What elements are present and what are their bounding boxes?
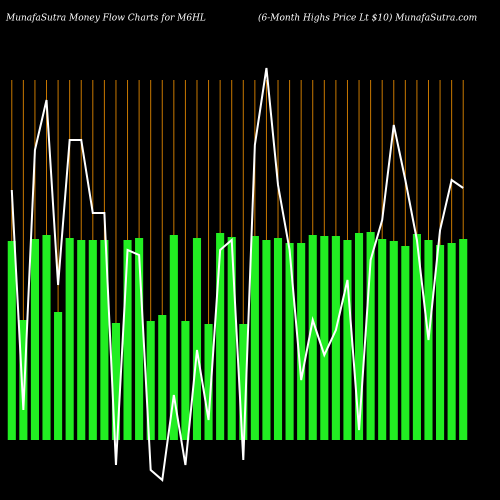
bar bbox=[216, 233, 225, 440]
bar bbox=[54, 312, 63, 440]
bar bbox=[19, 320, 28, 440]
bar bbox=[158, 315, 167, 440]
chart-subtitle: (6-Month Highs Price Lt $10) MunafaSutra… bbox=[258, 13, 477, 24]
bar bbox=[436, 245, 445, 440]
bar bbox=[169, 235, 178, 440]
bar bbox=[285, 243, 294, 440]
bar bbox=[42, 235, 51, 440]
bar bbox=[111, 323, 121, 440]
bar bbox=[239, 324, 248, 440]
bar bbox=[181, 321, 190, 440]
bar bbox=[401, 246, 410, 440]
bar bbox=[354, 233, 364, 440]
bar bbox=[100, 240, 109, 440]
bar bbox=[146, 321, 155, 440]
bar bbox=[227, 237, 236, 440]
bar bbox=[389, 241, 398, 440]
bar bbox=[135, 238, 144, 440]
bar bbox=[123, 240, 132, 440]
bar bbox=[30, 239, 39, 440]
bar bbox=[331, 236, 340, 440]
bar bbox=[459, 239, 468, 440]
bar bbox=[366, 232, 375, 440]
bar bbox=[262, 240, 271, 440]
bar bbox=[447, 243, 456, 440]
bar bbox=[88, 240, 97, 440]
bar bbox=[308, 235, 317, 440]
bar bbox=[77, 240, 86, 440]
bar bbox=[378, 239, 387, 440]
chart-title: MunafaSutra Money Flow Charts for M6HL bbox=[5, 14, 206, 24]
bar bbox=[297, 243, 306, 440]
bar bbox=[320, 236, 329, 440]
bar bbox=[65, 238, 74, 440]
bar bbox=[204, 324, 213, 440]
bar bbox=[273, 238, 283, 440]
bar bbox=[250, 236, 259, 440]
bar bbox=[412, 234, 421, 440]
bar bbox=[7, 241, 16, 440]
bar bbox=[192, 238, 202, 440]
price-line bbox=[10, 67, 464, 482]
bar bbox=[343, 240, 352, 440]
